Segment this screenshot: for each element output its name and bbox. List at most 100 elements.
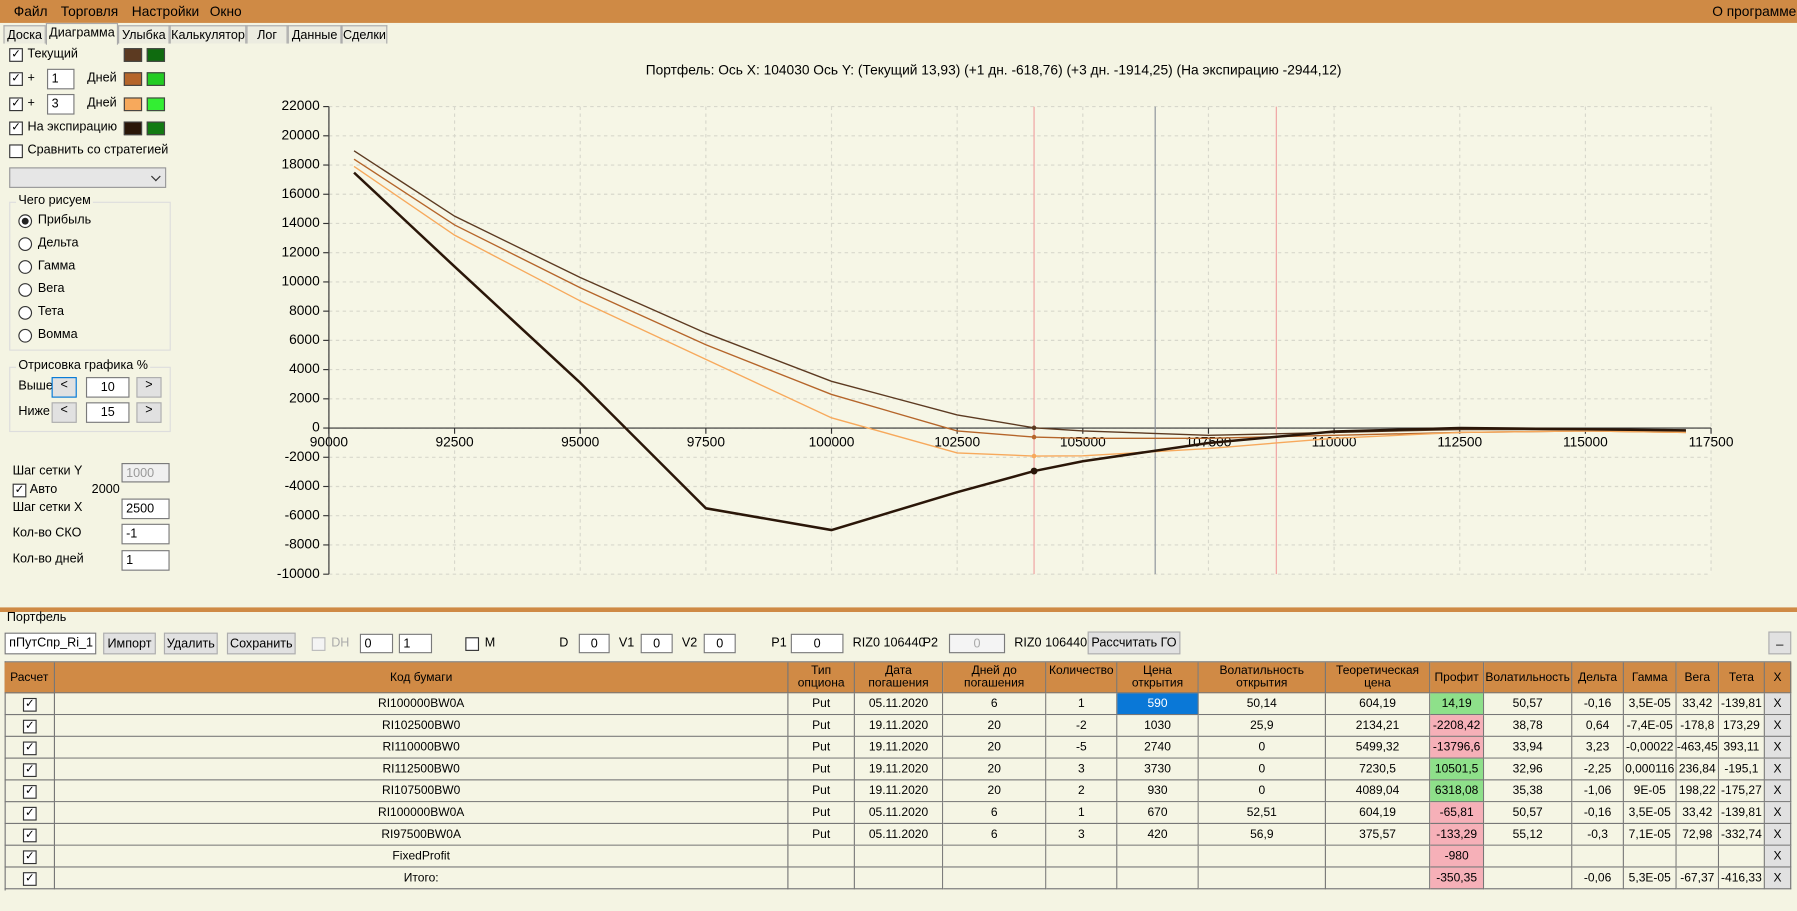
checkbox[interactable] xyxy=(465,637,480,651)
tab[interactable]: Доска xyxy=(3,25,46,44)
button[interactable]: _ xyxy=(1768,631,1792,655)
checkbox[interactable]: ✓ xyxy=(22,763,37,778)
delete-button[interactable]: X xyxy=(1764,780,1792,803)
spinner[interactable]: 1 xyxy=(398,633,433,654)
color-swatch[interactable] xyxy=(146,97,166,112)
field-input[interactable]: 1 xyxy=(121,550,170,571)
checkbox[interactable]: ✓ xyxy=(9,97,23,112)
checkbox[interactable]: ✓ xyxy=(9,72,23,86)
color-swatch[interactable] xyxy=(123,48,143,62)
spinner[interactable]: 0 xyxy=(359,633,394,654)
button[interactable]: Рассчитать ГО xyxy=(1087,631,1181,655)
tab[interactable]: Калькулятор xyxy=(169,25,247,44)
table-cell: 4089,04 xyxy=(1325,780,1431,803)
button[interactable]: > xyxy=(136,402,162,423)
table-cell: -0,00022 xyxy=(1623,736,1677,759)
table-cell: Put xyxy=(788,824,855,846)
table-cell xyxy=(4,736,56,759)
color-swatch[interactable] xyxy=(123,121,143,136)
checkbox[interactable]: ✓ xyxy=(9,48,23,62)
color-swatch[interactable] xyxy=(146,121,166,136)
tab[interactable]: Сделки xyxy=(341,25,388,44)
button[interactable]: > xyxy=(136,377,162,398)
checkbox[interactable]: ✓ xyxy=(22,719,37,734)
table-cell: RI100000BW0A xyxy=(55,693,789,716)
table-cell: 20 xyxy=(943,736,1047,759)
table-cell: 20 xyxy=(943,780,1047,803)
y-tick-label: 12000 xyxy=(281,244,320,259)
color-swatch[interactable] xyxy=(146,48,166,62)
delete-button[interactable]: X xyxy=(1764,758,1792,781)
color-swatch[interactable] xyxy=(146,72,166,86)
table-cell: 604,19 xyxy=(1325,802,1431,825)
checkbox[interactable]: ✓ xyxy=(22,872,37,886)
color-swatch[interactable] xyxy=(123,72,143,86)
field-label: D xyxy=(559,636,569,650)
table-cell: -178,8 xyxy=(1676,715,1720,737)
table-cell xyxy=(4,780,56,803)
cursor-point xyxy=(1031,453,1037,459)
portfolio-combo[interactable]: пПутСпр_Ri_1 xyxy=(4,632,97,655)
checkbox[interactable]: ✓ xyxy=(22,741,37,756)
checkbox[interactable]: ✓ xyxy=(22,828,37,843)
checkbox[interactable]: ✓ xyxy=(9,121,23,136)
radio-label: Вомма xyxy=(37,327,78,342)
checkbox[interactable]: ✓ xyxy=(22,785,37,799)
tab[interactable]: Данные xyxy=(287,25,342,44)
table-cell: 0,64 xyxy=(1572,715,1624,737)
button[interactable]: Сохранить xyxy=(226,632,296,655)
table-cell: Put xyxy=(788,780,855,803)
strategy-combo[interactable] xyxy=(9,167,167,188)
checkbox[interactable] xyxy=(311,637,326,651)
delete-button[interactable]: X xyxy=(1764,824,1792,846)
table-cell: 198,22 xyxy=(1676,780,1720,803)
table-cell: 3730 xyxy=(1117,758,1199,781)
checkbox[interactable]: ✓ xyxy=(12,483,27,498)
table-header: Профит xyxy=(1430,662,1485,694)
field-input[interactable]: 0 xyxy=(578,633,610,654)
field-input[interactable]: 0 xyxy=(790,633,844,654)
delete-button[interactable]: X xyxy=(1764,867,1792,890)
radio-label: Вега xyxy=(37,281,65,296)
field-input[interactable]: 2500 xyxy=(121,498,170,520)
table-cell: 375,57 xyxy=(1325,824,1431,846)
delete-button[interactable]: X xyxy=(1764,845,1792,868)
delete-button[interactable]: X xyxy=(1764,802,1792,825)
radio[interactable] xyxy=(18,283,33,297)
button[interactable]: < xyxy=(51,377,77,398)
range-label: Ниже xyxy=(18,404,50,419)
tab[interactable]: Диаграмма xyxy=(45,22,119,45)
checkbox[interactable]: ✓ xyxy=(22,806,37,821)
table-cell: RI100000BW0A xyxy=(55,802,789,825)
field-input[interactable]: 0 xyxy=(640,633,673,654)
table-cell xyxy=(943,867,1047,890)
table-cell: 7,1E-05 xyxy=(1623,824,1677,846)
table-cell xyxy=(1117,845,1199,868)
radio[interactable] xyxy=(18,237,33,251)
table-cell: 1030 xyxy=(1117,715,1199,737)
table-cell: 930 xyxy=(1117,780,1199,803)
radio[interactable] xyxy=(18,328,33,343)
field-input[interactable]: 0 xyxy=(703,633,736,654)
checkbox[interactable]: ✓ xyxy=(22,697,37,712)
tab[interactable]: Улыбка xyxy=(118,25,170,44)
radio[interactable] xyxy=(18,305,33,320)
table-cell: 14,19 xyxy=(1430,693,1485,716)
field-input[interactable]: -1 xyxy=(121,523,170,545)
delete-button[interactable]: X xyxy=(1764,715,1792,737)
button[interactable]: < xyxy=(51,402,77,423)
checkbox[interactable]: ✓ xyxy=(22,850,37,865)
cursor-point xyxy=(1030,467,1038,475)
radio[interactable] xyxy=(18,260,33,274)
delete-button[interactable]: X xyxy=(1764,736,1792,759)
tab[interactable]: Лог xyxy=(246,25,288,44)
radio-label: Гамма xyxy=(37,259,76,273)
delete-button[interactable]: X xyxy=(1764,693,1792,716)
button[interactable]: Импорт xyxy=(103,632,156,655)
table-cell: 0 xyxy=(1198,780,1326,803)
color-swatch[interactable] xyxy=(123,97,143,112)
portfolio-title: Портфель xyxy=(6,610,67,625)
checkbox[interactable] xyxy=(9,144,23,159)
button[interactable]: Удалить xyxy=(163,632,218,655)
table-cell: 33,94 xyxy=(1484,736,1573,759)
